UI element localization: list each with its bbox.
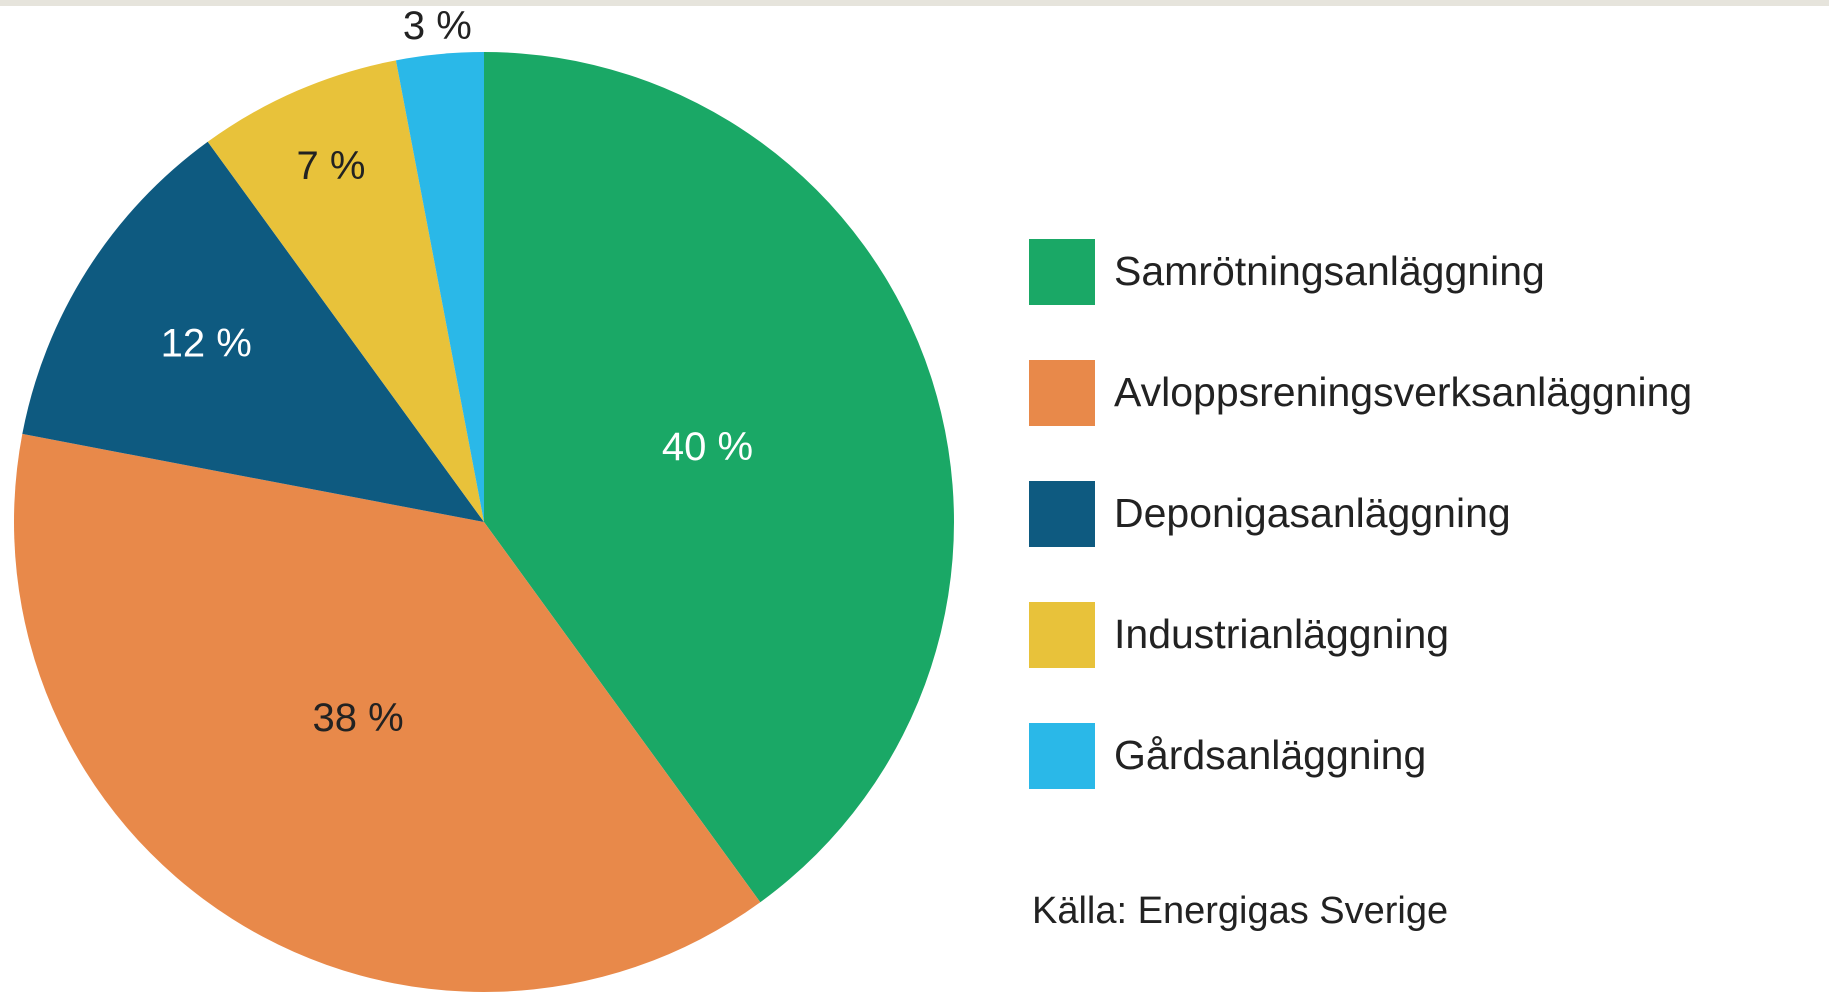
legend-label: Avloppsreningsverksanläggning: [1114, 369, 1692, 415]
slice-label: 7 %: [296, 144, 365, 188]
legend-swatch: [1029, 723, 1095, 789]
legend-label: Industrianläggning: [1114, 611, 1449, 657]
pie-slice: [395, 52, 484, 522]
top-strip: [0, 0, 1829, 6]
pie-slice: [207, 60, 484, 523]
legend-swatch: [1029, 360, 1095, 426]
slice-label: 38 %: [312, 696, 403, 740]
slice-label: 40 %: [662, 425, 753, 469]
legend-label: Deponigasanläggning: [1114, 490, 1511, 536]
slice-label: 3 %: [403, 4, 472, 48]
legend-label: Gårdsanläggning: [1114, 732, 1426, 778]
legend-swatch: [1029, 239, 1095, 305]
legend-swatch: [1029, 481, 1095, 547]
pie-slice: [22, 141, 485, 522]
legend-label: Samrötningsanläggning: [1114, 248, 1545, 294]
slice-label: 12 %: [161, 321, 252, 365]
pie-slice: [484, 52, 955, 903]
pie-slice: [13, 433, 761, 992]
source-note: Källa: Energigas Sverige: [1032, 890, 1448, 932]
legend-swatch: [1029, 602, 1095, 668]
